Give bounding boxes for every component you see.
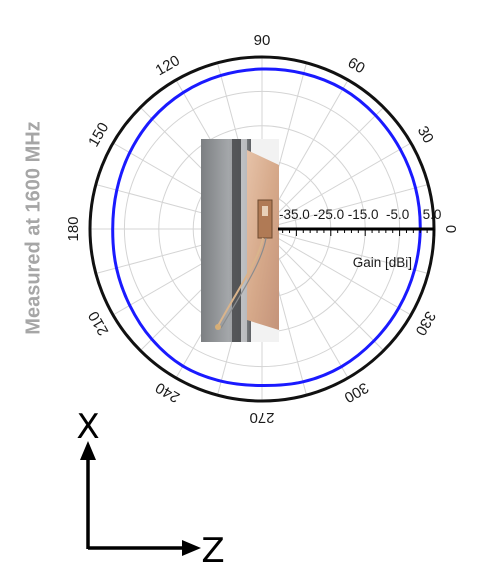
grid-spoke <box>261 228 429 274</box>
antenna-prototype-photo <box>201 139 279 342</box>
grid-spoke <box>261 107 384 230</box>
angle-tick-label: 120 <box>153 52 183 79</box>
grid-spoke <box>261 228 412 316</box>
series-layer <box>111 67 422 388</box>
grid-spoke <box>261 184 429 230</box>
angle-tick-label: 180 <box>65 216 82 241</box>
z-axis-letter: Z <box>201 531 224 562</box>
angle-tick-label: 30 <box>414 123 437 146</box>
side-title: Measured at 1600 MHz <box>22 121 44 334</box>
grid-spoke <box>261 228 384 351</box>
radial-tick-label: -15.0 <box>348 207 379 222</box>
coordinate-axes: X Z <box>76 407 224 562</box>
angle-tick-label: 300 <box>341 379 371 406</box>
z-arrow-head <box>182 540 201 556</box>
angle-tick-label: 60 <box>345 54 368 77</box>
gain-pattern-line <box>111 67 422 388</box>
radial-tick-label: -5.0 <box>386 207 409 222</box>
radial-tick-label: -35.0 <box>279 207 310 222</box>
radial-axis <box>278 227 435 236</box>
angle-tick-label: 330 <box>412 308 439 338</box>
radial-tick-labels: -35.0 -25.0 -15.0 -5.0 5.0 <box>279 207 441 222</box>
grid-spoke <box>261 142 412 230</box>
angle-tick-label: 90 <box>254 32 271 49</box>
radial-axis-label: Gain [dBi] <box>353 255 412 270</box>
x-axis-letter: X <box>76 407 99 447</box>
angle-tick-label: 240 <box>153 379 183 406</box>
angle-tick-label: 270 <box>249 409 274 426</box>
radial-tick-label: 5.0 <box>423 207 442 222</box>
angle-tick-label: 150 <box>85 120 112 150</box>
angle-tick-label: 0 <box>442 225 459 233</box>
x-arrow-head <box>80 441 96 460</box>
radial-tick-label: -25.0 <box>313 207 344 222</box>
angle-tick-label: 210 <box>85 308 112 338</box>
